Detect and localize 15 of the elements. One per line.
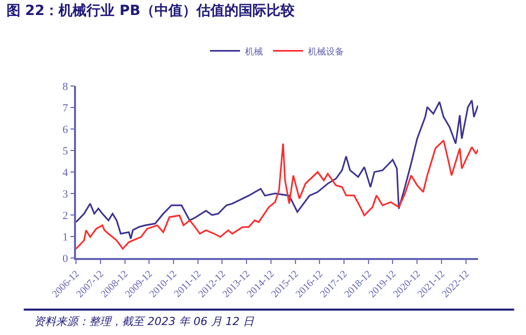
y-tick-label: 3 — [62, 188, 69, 200]
y-tick-label: 8 — [62, 80, 69, 93]
y-tick-label: 1 — [62, 231, 68, 244]
y-tick-label: 4 — [62, 166, 69, 179]
y-tick-label: 0 — [62, 252, 69, 265]
line-series — [76, 100, 478, 240]
line-series — [76, 140, 478, 250]
y-tick-label: 5 — [62, 145, 69, 158]
chart-title: 图 22：机械行业 PB（中值）估值的国际比较 — [6, 2, 296, 19]
y-tick-label: 2 — [62, 210, 68, 222]
y-tick-label: 6 — [62, 124, 69, 136]
y-tick-label: 7 — [62, 102, 69, 114]
text: 资料来源：整理，截至 2023 年 06 月 12 日 — [34, 315, 255, 328]
legend-label: 机械 — [245, 46, 263, 58]
legend-label: 机械设备 — [308, 46, 344, 58]
